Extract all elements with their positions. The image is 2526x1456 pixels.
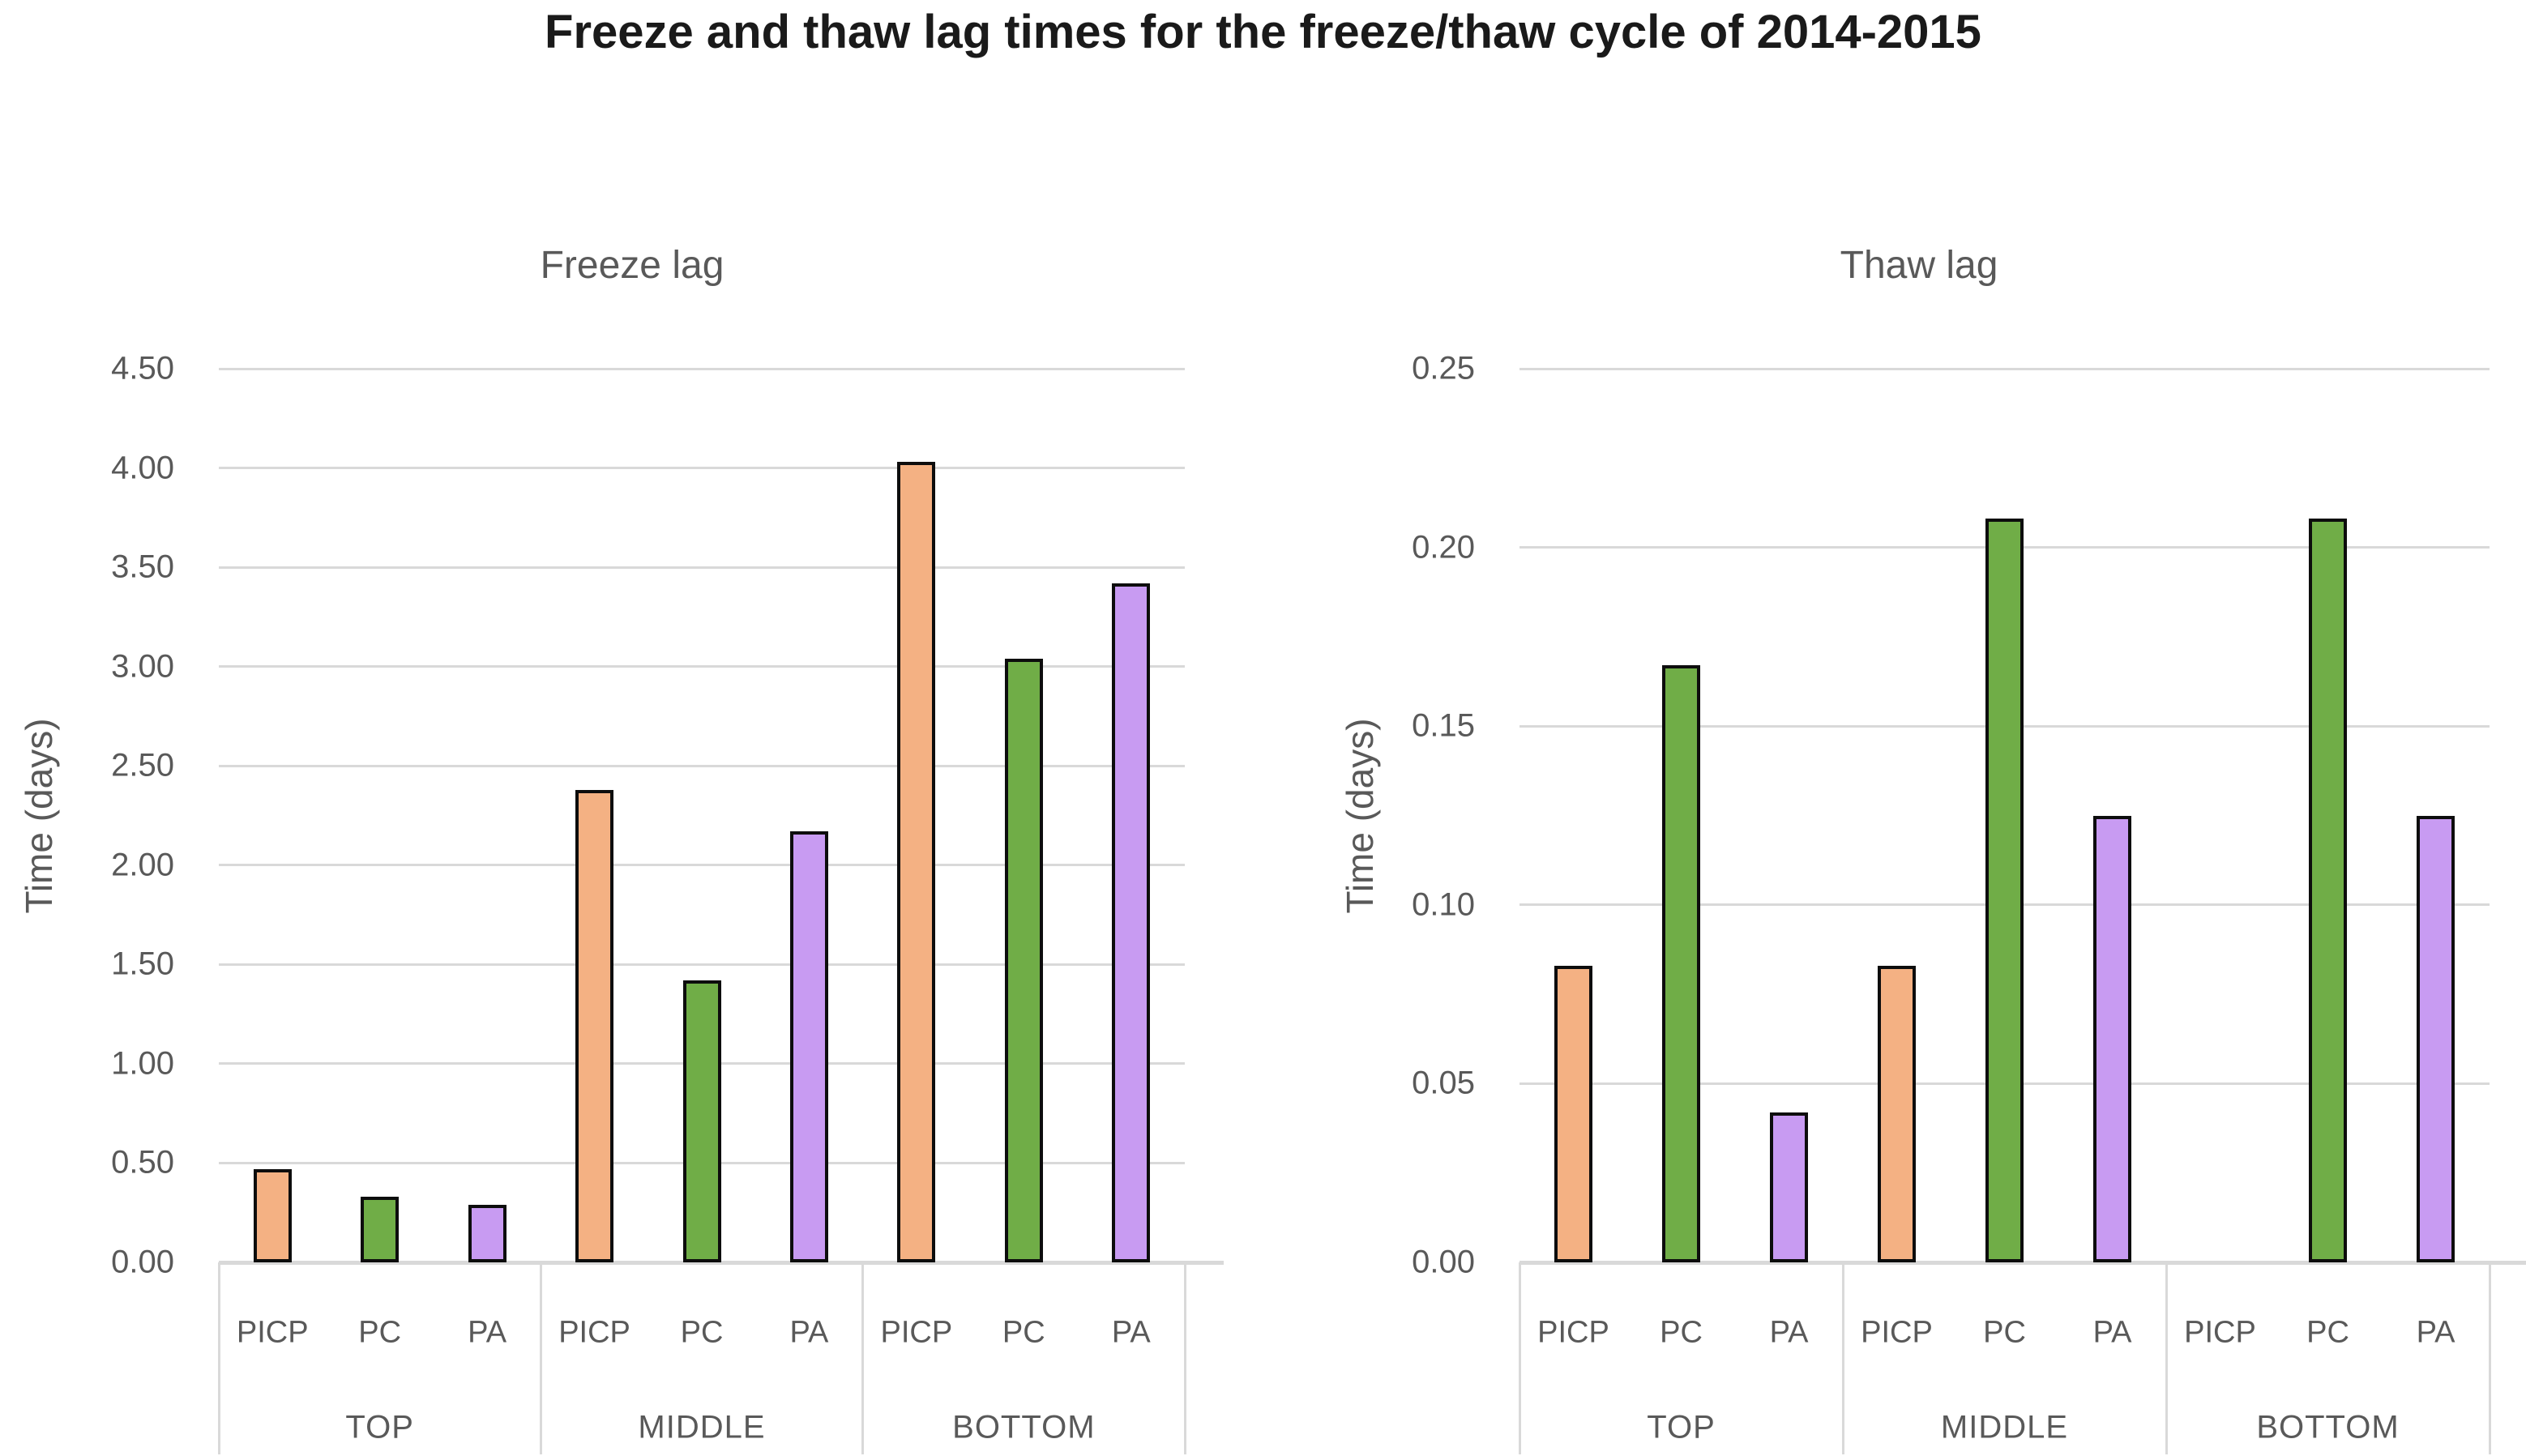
bar-pc-top	[1662, 665, 1700, 1262]
group-tick-label: BOTTOM	[2256, 1409, 2400, 1445]
y-gridline	[219, 963, 1185, 966]
bar-picp-bottom	[897, 462, 936, 1262]
y-tick-label: 0.50	[111, 1144, 174, 1181]
series-tick-label: PA	[1111, 1315, 1151, 1350]
y-gridline	[1519, 367, 2490, 370]
bar-picp-middle	[1878, 965, 1916, 1262]
y-tick-label: 1.00	[111, 1045, 174, 1082]
y-tick-label: 4.50	[111, 350, 174, 386]
axis-group-divider	[1183, 1262, 1186, 1454]
page-title: Freeze and thaw lag times for the freeze…	[545, 6, 1981, 58]
series-tick-label: PA	[2416, 1315, 2455, 1350]
series-tick-label: PICP	[1537, 1315, 1609, 1350]
chart-title: Thaw lag	[1840, 244, 1998, 287]
series-tick-label: PA	[468, 1315, 507, 1350]
bar-picp-top	[253, 1168, 292, 1262]
y-tick-label: 3.50	[111, 549, 174, 585]
group-tick-label: MIDDLE	[638, 1409, 766, 1445]
series-tick-label: PC	[1002, 1315, 1045, 1350]
axis-group-divider	[2488, 1262, 2491, 1454]
x-axis-line	[1519, 1261, 2526, 1265]
bar-pc-middle	[1985, 519, 2024, 1262]
x-axis-line	[219, 1261, 1224, 1265]
y-tick-label: 2.50	[111, 747, 174, 784]
y-gridline	[219, 367, 1185, 370]
y-tick-label: 0.05	[1412, 1065, 1475, 1101]
y-tick-label: 0.20	[1412, 529, 1475, 566]
series-tick-label: PC	[358, 1315, 402, 1350]
group-tick-label: BOTTOM	[952, 1409, 1096, 1445]
bar-pa-bottom	[2417, 815, 2455, 1262]
bar-picp-top	[1554, 965, 1592, 1262]
group-tick-label: TOP	[345, 1409, 414, 1445]
y-tick-label: 2.00	[111, 847, 174, 883]
series-tick-label: PA	[2092, 1315, 2132, 1350]
y-tick-label: 0.00	[111, 1244, 174, 1280]
bar-pa-bottom	[1112, 583, 1151, 1262]
chart-title: Freeze lag	[540, 244, 724, 287]
y-gridline	[219, 566, 1185, 569]
series-tick-label: PICP	[2184, 1315, 2256, 1350]
bar-pc-bottom	[1004, 658, 1043, 1262]
bar-pc-bottom	[2309, 519, 2347, 1262]
y-tick-label: 4.00	[111, 450, 174, 486]
series-tick-label: PA	[789, 1315, 829, 1350]
y-gridline	[219, 864, 1185, 867]
series-tick-label: PC	[1660, 1315, 1703, 1350]
axis-group-divider	[861, 1262, 865, 1454]
y-axis-title: Time (days)	[1339, 717, 1381, 914]
series-tick-label: PICP	[558, 1315, 630, 1350]
series-tick-label: PA	[1769, 1315, 1809, 1350]
axis-group-divider	[539, 1262, 542, 1454]
bar-pc-middle	[682, 980, 721, 1262]
bar-pa-top	[1770, 1112, 1808, 1262]
y-tick-label: 0.25	[1412, 350, 1475, 386]
y-tick-label: 3.00	[111, 648, 174, 685]
series-tick-label: PICP	[880, 1315, 953, 1350]
bar-pa-top	[468, 1204, 506, 1262]
series-tick-label: PICP	[236, 1315, 309, 1350]
y-gridline	[219, 467, 1185, 470]
y-tick-label: 0.15	[1412, 707, 1475, 744]
bar-pa-middle	[789, 831, 828, 1262]
axis-group-divider	[2165, 1262, 2168, 1454]
bar-picp-middle	[575, 789, 614, 1262]
series-tick-label: PC	[680, 1315, 724, 1350]
y-gridline	[219, 764, 1185, 767]
y-tick-label: 0.10	[1412, 886, 1475, 923]
bar-pc-top	[361, 1197, 400, 1262]
series-tick-label: PICP	[1861, 1315, 1933, 1350]
bar-pa-middle	[2093, 815, 2131, 1262]
axis-group-divider	[217, 1262, 220, 1454]
axis-group-divider	[1841, 1262, 1844, 1454]
series-tick-label: PC	[2306, 1315, 2349, 1350]
y-tick-label: 0.00	[1412, 1244, 1475, 1280]
group-tick-label: MIDDLE	[1940, 1409, 2069, 1445]
y-tick-label: 1.50	[111, 946, 174, 982]
axis-group-divider	[1518, 1262, 1521, 1454]
y-gridline	[219, 665, 1185, 668]
group-tick-label: TOP	[1647, 1409, 1716, 1445]
series-tick-label: PC	[1983, 1315, 2026, 1350]
